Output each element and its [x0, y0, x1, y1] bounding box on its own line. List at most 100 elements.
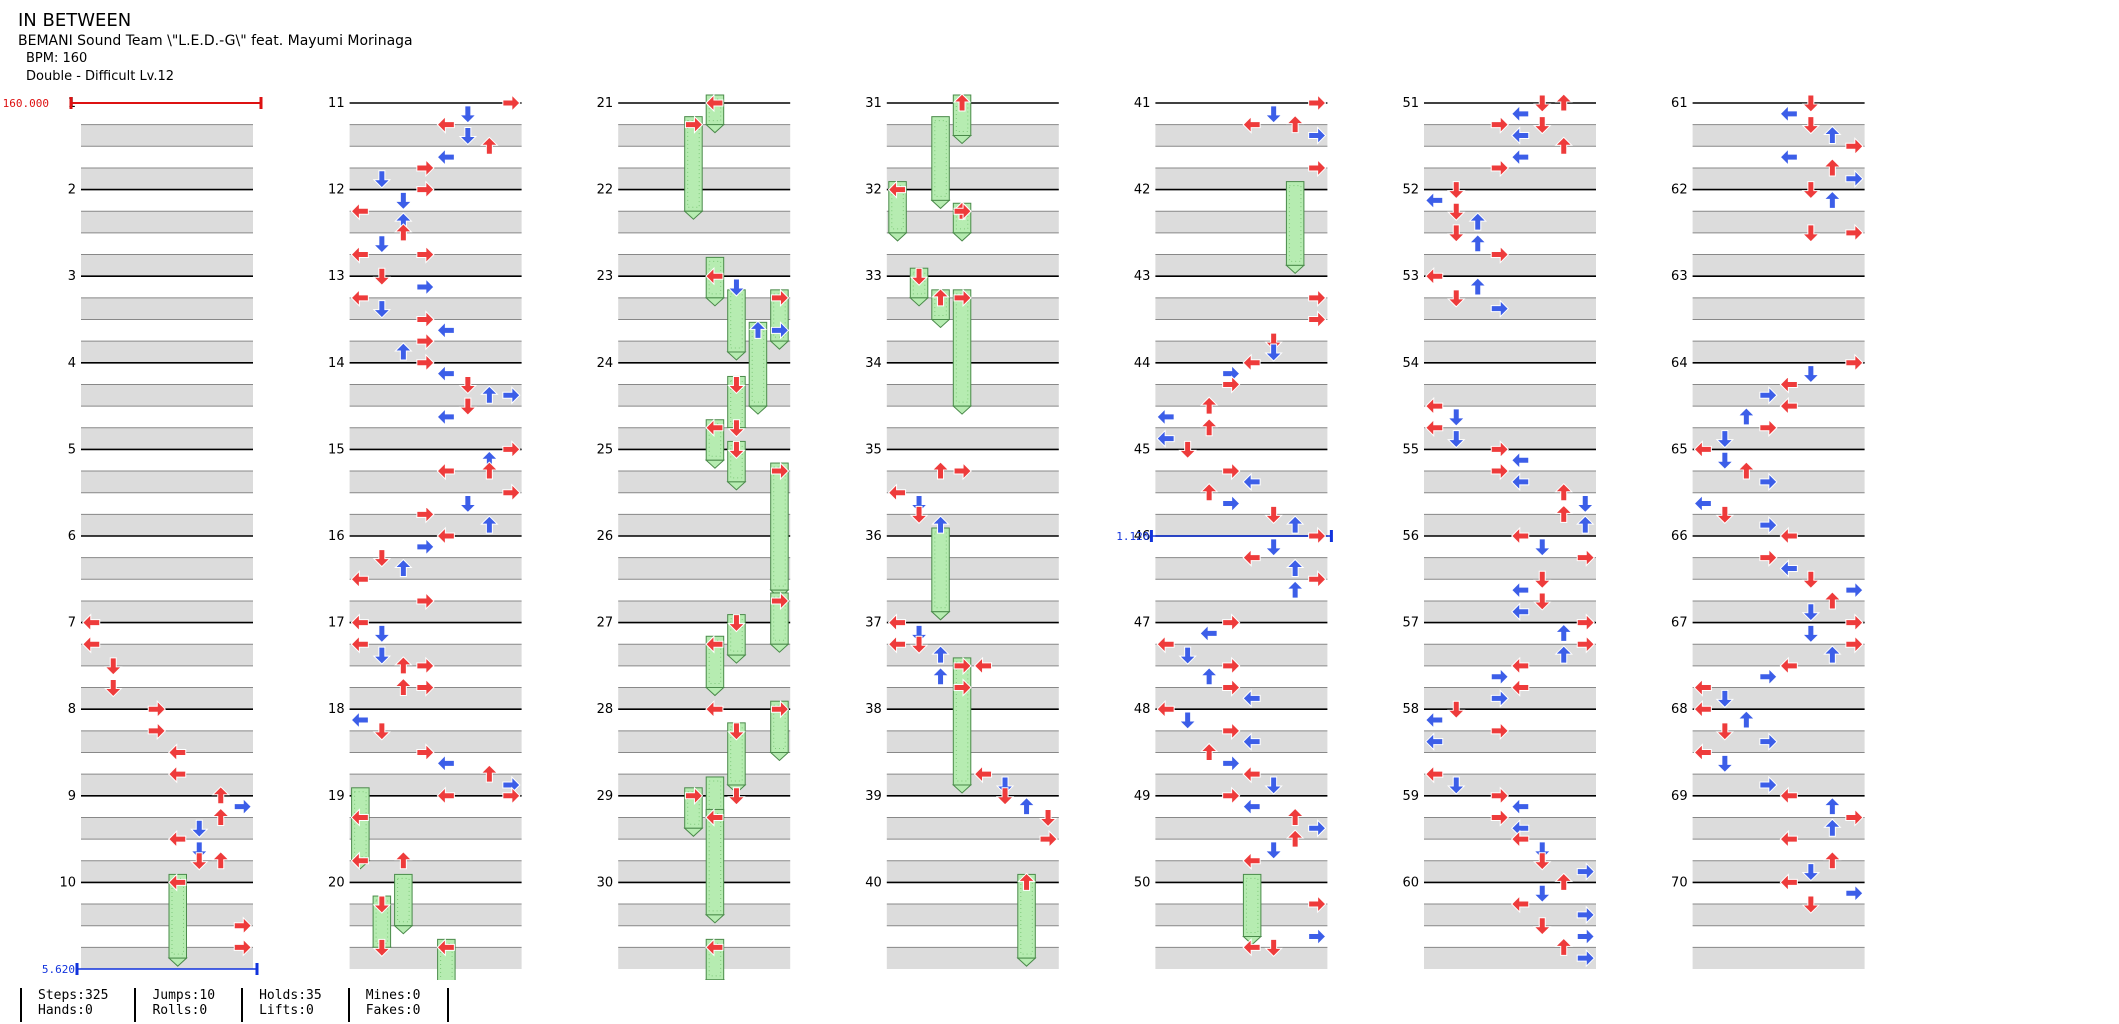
- arrow-shape: [416, 505, 435, 524]
- beat-band: [349, 341, 522, 363]
- measure-number: 20: [328, 875, 345, 890]
- measure-number: 22: [597, 183, 614, 198]
- down-arrow-note: [1801, 181, 1821, 200]
- arrow-shape: [1801, 181, 1821, 200]
- arrow-shape: [953, 461, 972, 481]
- up-arrow-note: [1823, 645, 1842, 664]
- down-arrow-note: [1715, 505, 1735, 525]
- up-arrow-note: [931, 645, 950, 664]
- stat-hands: Hands:0: [38, 1003, 93, 1018]
- arrow-shape: [372, 235, 392, 254]
- arrow-shape: [1759, 472, 1778, 492]
- arrow-shape: [1308, 894, 1327, 914]
- arrow-shape: [502, 786, 521, 806]
- beat-band: [1692, 904, 1865, 926]
- right-arrow-note: [147, 699, 166, 719]
- beat-band: [1155, 341, 1328, 363]
- left-arrow-note: [436, 526, 455, 546]
- arrow-shape: [1779, 873, 1798, 892]
- left-arrow-note: [705, 699, 724, 719]
- beat-band: [618, 947, 791, 969]
- right-arrow-note: [416, 353, 435, 373]
- right-arrow-note: [1845, 808, 1864, 827]
- right-arrow-note: [416, 245, 435, 264]
- down-arrow-note: [1533, 570, 1552, 590]
- arrow-shape: [1264, 505, 1283, 525]
- arrow-shape: [1178, 711, 1197, 730]
- scroll-label: 5.620: [42, 963, 75, 976]
- arrow-shape: [350, 635, 369, 654]
- right-arrow-note: [416, 180, 435, 199]
- song-artist: BEMANI Sound Team \"L.E.D.-G\" feat. May…: [18, 33, 413, 49]
- up-arrow-note: [931, 461, 950, 480]
- left-arrow-note: [887, 613, 907, 632]
- arrow-shape: [952, 93, 972, 112]
- arrow-shape: [1511, 580, 1530, 600]
- down-arrow-note: [1264, 505, 1283, 525]
- down-arrow-note: [458, 397, 478, 416]
- arrow-shape: [1447, 181, 1466, 200]
- stat-mines: Mines:0: [365, 988, 421, 1003]
- arrow-shape: [684, 115, 704, 134]
- arrow-shape: [1285, 114, 1305, 134]
- down-arrow-note: [1533, 116, 1552, 135]
- right-arrow-note: [1576, 905, 1595, 925]
- arrow-shape: [372, 938, 392, 958]
- right-arrow-note: [1222, 494, 1241, 513]
- arrow-shape: [1308, 570, 1327, 589]
- right-arrow-note: [1490, 299, 1509, 318]
- right-arrow-note: [1308, 288, 1327, 308]
- arrow-shape: [1801, 570, 1821, 590]
- arrow-shape: [1576, 548, 1595, 567]
- measure-number: 68: [1671, 702, 1688, 717]
- arrow-shape: [953, 678, 972, 697]
- left-arrow-note: [705, 266, 724, 286]
- arrow-shape: [372, 300, 392, 319]
- left-arrow-note: [1425, 710, 1444, 730]
- arrow-shape: [1759, 418, 1778, 437]
- left-arrow-note: [350, 635, 369, 654]
- down-arrow-note: [372, 624, 392, 644]
- arrow-shape: [168, 764, 187, 784]
- down-arrow-note: [1264, 343, 1283, 362]
- left-arrow-note: [973, 764, 993, 784]
- measure-number: 60: [1402, 875, 1419, 890]
- measure-number: 70: [1671, 875, 1688, 890]
- beat-band: [618, 904, 791, 926]
- right-arrow-note: [502, 386, 521, 405]
- beat-band: [1424, 427, 1596, 450]
- arrow-shape: [372, 170, 392, 189]
- arrow-shape: [350, 851, 369, 870]
- up-arrow-note: [1554, 504, 1573, 523]
- beat-band: [618, 384, 791, 407]
- measure-number: 61: [1671, 96, 1688, 111]
- arrow-shape: [1533, 884, 1552, 903]
- arrow-shape: [1308, 93, 1327, 113]
- down-arrow-note: [727, 375, 746, 395]
- arrow-shape: [1779, 396, 1798, 416]
- arrow-shape: [104, 679, 123, 698]
- beat-band: [1692, 167, 1865, 190]
- left-arrow-note: [705, 93, 724, 113]
- hold-texture: [1020, 877, 1033, 955]
- beat-band: [886, 730, 1059, 753]
- beat-band: [349, 947, 522, 969]
- right-arrow-note: [1759, 418, 1778, 437]
- measure-number: 52: [1402, 183, 1419, 198]
- left-arrow-note: [168, 743, 187, 762]
- arrow-shape: [1285, 558, 1305, 577]
- left-arrow-note: [1242, 472, 1261, 492]
- measure-number: 31: [865, 96, 882, 111]
- up-arrow-note: [1737, 461, 1756, 480]
- beat-band: [618, 297, 791, 320]
- beat-band: [81, 384, 253, 407]
- right-arrow-note: [1222, 613, 1241, 632]
- left-arrow-note: [1779, 873, 1798, 892]
- arrow-shape: [480, 515, 499, 534]
- right-arrow-note: [1845, 353, 1864, 373]
- arrow-shape: [931, 667, 950, 686]
- down-arrow-note: [1264, 538, 1283, 557]
- up-arrow-note: [1823, 796, 1842, 816]
- arrow-shape: [1845, 353, 1864, 373]
- down-arrow-note: [190, 852, 209, 871]
